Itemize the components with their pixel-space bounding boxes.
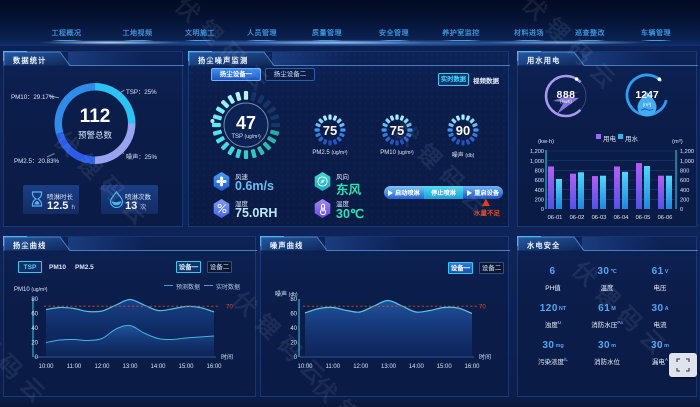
svg-text:40: 40 [31,326,38,332]
svg-text:1,200: 1,200 [530,149,544,155]
svg-text:06-02: 06-02 [570,215,585,221]
svg-text:80: 80 [31,297,38,303]
svg-text:70: 70 [226,305,233,311]
svg-text:12:00: 12:00 [94,364,110,370]
svg-text:15:00: 15:00 [178,364,194,370]
svg-text:14:00: 14:00 [409,364,425,370]
svg-text:06-05: 06-05 [636,215,651,221]
svg-text:400: 400 [680,188,689,194]
svg-text:0: 0 [680,207,683,213]
svg-text:11:00: 11:00 [326,364,341,370]
svg-text:60: 60 [290,312,297,318]
svg-text:600: 600 [680,178,689,184]
svg-text:20: 20 [290,341,297,347]
svg-text:400: 400 [535,188,544,194]
svg-text:40: 40 [290,326,297,332]
svg-text:12:00: 12:00 [353,364,369,370]
svg-text:时间: 时间 [221,353,233,361]
svg-text:15:00: 15:00 [437,364,453,370]
svg-text:80: 80 [290,297,297,303]
svg-text:13:00: 13:00 [122,364,138,370]
svg-text:10:00: 10:00 [38,364,54,370]
svg-text:1,200: 1,200 [680,149,694,155]
svg-text:800: 800 [680,169,689,175]
svg-text:06-04: 06-04 [614,215,630,221]
svg-text:时间: 时间 [479,353,491,361]
svg-text:200: 200 [680,198,689,204]
svg-text:0: 0 [541,207,544,213]
svg-text:13:00: 13:00 [381,364,397,370]
svg-text:0: 0 [294,355,298,361]
svg-text:16:00: 16:00 [206,364,222,370]
svg-text:06-06: 06-06 [658,215,673,221]
svg-text:06-03: 06-03 [592,215,607,221]
svg-text:16:00: 16:00 [464,364,480,370]
svg-text:0: 0 [35,355,39,361]
svg-text:10:00: 10:00 [297,364,313,370]
svg-text:60: 60 [31,312,38,318]
svg-text:20: 20 [31,341,38,347]
svg-text:14:00: 14:00 [150,364,166,370]
svg-text:06-01: 06-01 [548,215,563,221]
svg-text:1,000: 1,000 [680,159,694,165]
svg-text:70: 70 [479,305,486,311]
svg-text:600: 600 [535,178,544,184]
svg-text:11:00: 11:00 [67,364,82,370]
svg-text:200: 200 [535,198,544,204]
svg-text:800: 800 [535,169,544,175]
svg-text:1,000: 1,000 [530,159,544,165]
